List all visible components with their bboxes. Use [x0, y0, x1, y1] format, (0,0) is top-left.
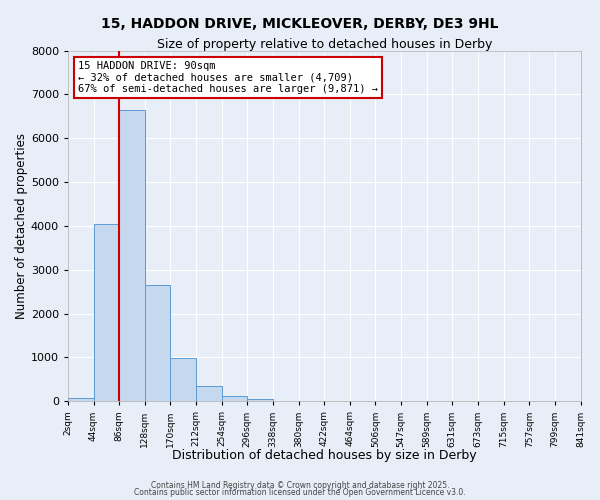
Title: Size of property relative to detached houses in Derby: Size of property relative to detached ho… [157, 38, 492, 51]
Bar [247, 398, 273, 402]
Text: Contains public sector information licensed under the Open Government Licence v3: Contains public sector information licen… [134, 488, 466, 497]
Bar [94, 224, 119, 402]
Bar [145, 285, 170, 402]
Text: Contains HM Land Registry data © Crown copyright and database right 2025.: Contains HM Land Registry data © Crown c… [151, 480, 449, 490]
Text: 15, HADDON DRIVE, MICKLEOVER, DERBY, DE3 9HL: 15, HADDON DRIVE, MICKLEOVER, DERBY, DE3… [101, 18, 499, 32]
Bar [196, 386, 222, 402]
Bar [222, 396, 247, 402]
Y-axis label: Number of detached properties: Number of detached properties [15, 133, 28, 319]
X-axis label: Distribution of detached houses by size in Derby: Distribution of detached houses by size … [172, 450, 476, 462]
Text: 15 HADDON DRIVE: 90sqm
← 32% of detached houses are smaller (4,709)
67% of semi-: 15 HADDON DRIVE: 90sqm ← 32% of detached… [78, 61, 378, 94]
Bar [68, 398, 94, 402]
Bar [170, 358, 196, 402]
Bar [119, 110, 145, 402]
